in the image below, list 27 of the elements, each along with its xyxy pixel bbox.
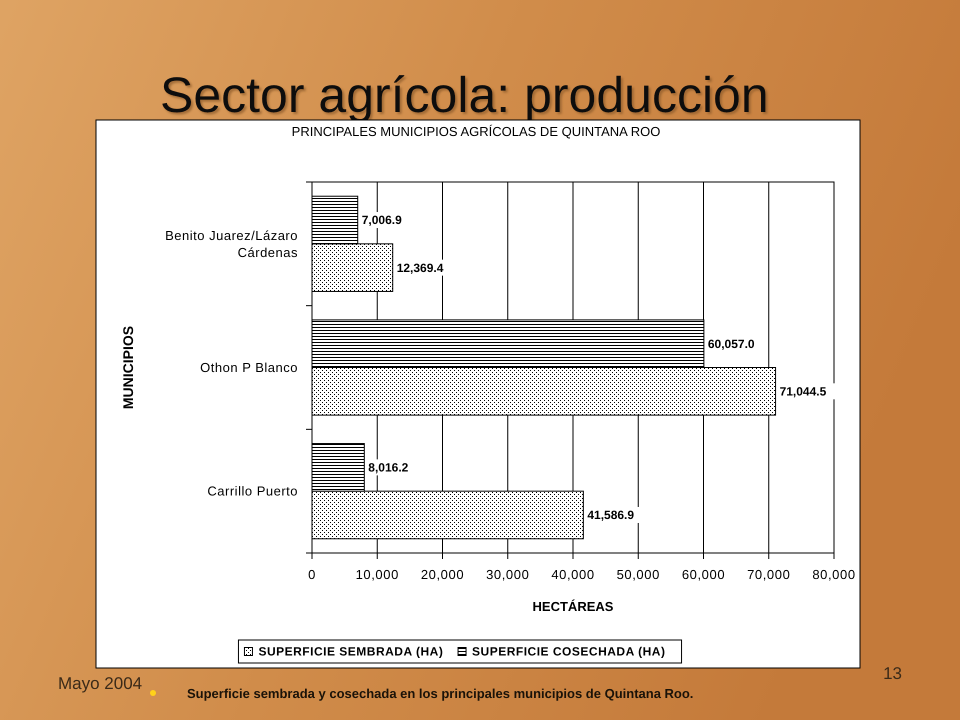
y-tick-label: Carrillo Puerto [207,484,298,499]
text: 13 [883,664,902,683]
data-label: 8,016.2 [368,460,409,475]
x-tick-label: 50,000 [616,567,660,582]
x-axis-title: HECTÁREAS [532,599,614,614]
data-label: 12,369.4 [396,260,444,275]
legend-label: SUPERFICIE SEMBRADA (HA) [258,644,444,659]
legend-label: SUPERFICIE COSECHADA (HA) [472,644,666,659]
data-label: 60,057.0 [708,336,755,351]
x-tick-label: 70,000 [747,567,790,582]
data-label: 7,006.9 [362,213,402,228]
x-tick-label: 30,000 [486,567,530,582]
text: Superficie sembrada y cosechada en los principales municipios de Quintana Roo. [187,686,694,701]
y-axis-title: MUNICIPIOS [120,326,136,410]
y-tick-label: Benito Juarez/Lázaro Cárdenas [165,228,298,260]
x-tick-label: 80,000 [812,567,856,582]
data-label: 71,044.5 [780,384,827,399]
chart-title: Sector agrícola: producción [160,67,769,123]
y-tick-label: Othon P Blanco [200,360,298,376]
chart-subtitle: PRINCIPALES MUNICIPIOS AGRÍCOLAS DE QUINTANA ROO [292,124,660,139]
x-tick-label: 10,000 [356,567,399,582]
x-tick-label: 20,000 [420,567,464,582]
x-tick-label: 40,000 [551,567,595,582]
x-tick-label: 60,000 [682,567,726,582]
text: Mayo 2004 [58,674,142,693]
data-label: 41,586.9 [587,508,634,522]
x-tick-label: 0 [308,567,316,582]
